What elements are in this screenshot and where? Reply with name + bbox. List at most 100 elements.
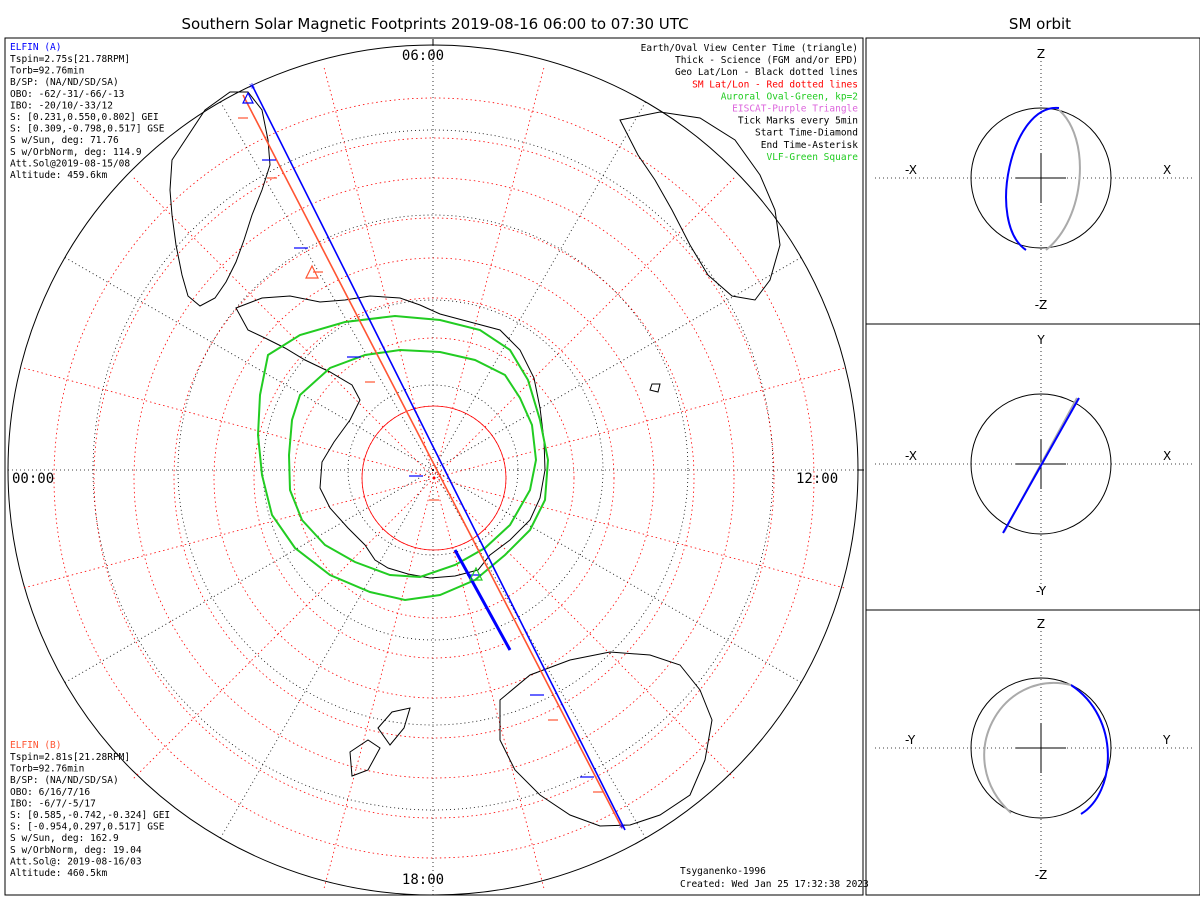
geo-meridian (432, 469, 646, 839)
elfin-b-name: ELFIN (B) (10, 740, 61, 751)
clock-label-top: 06:00 (402, 48, 444, 64)
info-line: B/SP: (NA/ND/SD/SA) (10, 77, 119, 88)
earth-circle (970, 677, 1112, 819)
info-line: S w/OrbNorm, deg: 114.9 (10, 147, 142, 158)
sm-lat-circle (253, 297, 615, 659)
orbit-label-top: Z (1037, 47, 1045, 61)
clock-label-left: 00:00 (12, 471, 54, 487)
legend-item: Tick Marks every 5min (738, 116, 858, 127)
geo-meridian (432, 257, 802, 471)
orbit-panel-yz: Z -Z -Y Y (875, 617, 1195, 882)
sm-meridian (133, 177, 435, 479)
orbit-label-right: X (1163, 449, 1171, 463)
orbit-label-bottom: -Z (1035, 298, 1048, 312)
info-line: S: [0.309,-0.798,0.517] GSE (10, 124, 165, 135)
sm-meridian (323, 477, 435, 889)
orbit-label-left: -X (905, 163, 917, 177)
main-title: Southern Solar Magnetic Footprints 2019-… (181, 15, 688, 33)
info-line: OBO: 6/16/7/16 (10, 787, 90, 798)
legend-item: Geo Lat/Lon - Black dotted lines (675, 67, 858, 78)
earth-circle (970, 107, 1112, 249)
elfin-a-info: ELFIN (A) Tspin=2.75s[21.78RPM]Torb=92.7… (10, 42, 165, 181)
legend-item: Auroral Oval-Green, kp=2 (721, 91, 858, 102)
sm-lat-circle (133, 177, 735, 779)
geo-meridian (432, 469, 802, 683)
orbit-label-left: -Y (905, 733, 916, 747)
coastline-3 (499, 651, 713, 827)
auroral-oval (256, 314, 550, 602)
orbit-frame-yz (865, 609, 1200, 896)
start-triangle-a (242, 91, 254, 104)
coastline-4 (377, 707, 411, 746)
sm-meridian (433, 67, 545, 479)
elfin-b-info: ELFIN (B) Tspin=2.81s[21.28RPM]Torb=92.7… (10, 740, 170, 879)
geo-lat-circle (262, 299, 604, 641)
sm-meridian (433, 477, 735, 779)
sm-meridian (23, 367, 435, 479)
sm-meridian (133, 477, 435, 779)
info-line: OBO: -62/-31/-66/-13 (10, 89, 124, 100)
created-credit: Created: Wed Jan 25 17:32:38 2023 (680, 879, 869, 890)
info-line: Torb=92.76min (10, 66, 84, 77)
info-line: S: [0.231,0.550,0.802] GEI (10, 112, 159, 123)
orbit-title: SM orbit (1009, 15, 1071, 33)
orbit-panel-xz: Z -Z -X X (875, 47, 1195, 312)
info-line: IBO: -6/7/-5/17 (10, 798, 96, 809)
info-line: Altitude: 459.6km (10, 170, 108, 181)
sm-lat-circle (53, 97, 815, 859)
track-elfin-a (251, 84, 626, 831)
info-line: Tspin=2.81s[21.28RPM] (10, 752, 130, 763)
orbit-panel-xy: Y -Y -X X (875, 333, 1195, 598)
clock-label-bottom: 18:00 (402, 872, 444, 888)
orbit-trace-a-yz (1070, 684, 1109, 815)
model-credit: Tsyganenko-1996 (680, 866, 766, 877)
geo-meridian (220, 101, 434, 471)
sm-lat-circle (213, 257, 655, 699)
auroral-oval-inner (287, 348, 538, 579)
footprint-tracks: ** (238, 81, 626, 835)
geo-meridian (432, 101, 646, 471)
orbit-label-top: Z (1037, 617, 1045, 631)
legend-item: SM Lat/Lon - Red dotted lines (692, 79, 858, 90)
orbit-label-bottom: -Y (1036, 584, 1047, 598)
track-elfin-a-science (453, 549, 512, 651)
info-line: S w/Sun, deg: 162.9 (10, 833, 119, 844)
coastline-0 (235, 295, 546, 579)
orbit-label-bottom: -Z (1035, 868, 1048, 882)
coastline-2 (619, 111, 781, 301)
sm-meridian (433, 177, 735, 479)
info-line: S: [0.585,-0.742,-0.324] GEI (10, 810, 170, 821)
track-elfin-b (242, 94, 623, 829)
info-line: S: [-0.954,0.297,0.517] GSE (10, 822, 165, 833)
orbit-frame-xy (865, 323, 1200, 611)
view-center-triangle-b (305, 264, 319, 279)
orbit-panels: Z -Z -X X Y -Y -X X Z -Z -Y Y (875, 47, 1195, 882)
info-line: Tspin=2.75s[21.78RPM] (10, 54, 130, 65)
map-grid (7, 39, 864, 896)
info-line: S w/Sun, deg: 71.76 (10, 135, 119, 146)
geo-meridian (64, 257, 434, 471)
info-line: IBO: -20/10/-33/12 (10, 100, 113, 111)
info-line: B/SP: (NA/ND/SD/SA) (10, 775, 119, 786)
sm-lat-circle (93, 137, 775, 819)
orbit-label-right: Y (1162, 733, 1171, 747)
sm-lat-circle (293, 337, 575, 619)
map-frame (4, 37, 864, 896)
coastline-1 (169, 91, 271, 307)
orbit-trace-b-xz (1045, 109, 1081, 251)
info-line: Att.Sol@: 2019-08-16/03 (10, 856, 142, 867)
earth-circle (970, 393, 1112, 535)
orbit-trace-b-yz (983, 682, 1072, 814)
legend-item: EISCAT-Purple Triangle (732, 104, 858, 115)
orbit-label-top: Y (1036, 333, 1045, 347)
geo-lat-circle (177, 214, 689, 726)
info-line: Torb=92.76min (10, 764, 84, 775)
info-line: S w/OrbNorm, deg: 19.04 (10, 845, 142, 856)
legend-item: Thick - Science (FGM and/or EPD) (675, 55, 858, 66)
orbit-label-right: X (1163, 163, 1171, 177)
end-asterisk-a: * (618, 821, 625, 835)
coastline-5 (349, 739, 381, 777)
info-line: Att.Sol@2019-08-15/08 (10, 158, 130, 169)
sm-meridian (433, 367, 845, 479)
